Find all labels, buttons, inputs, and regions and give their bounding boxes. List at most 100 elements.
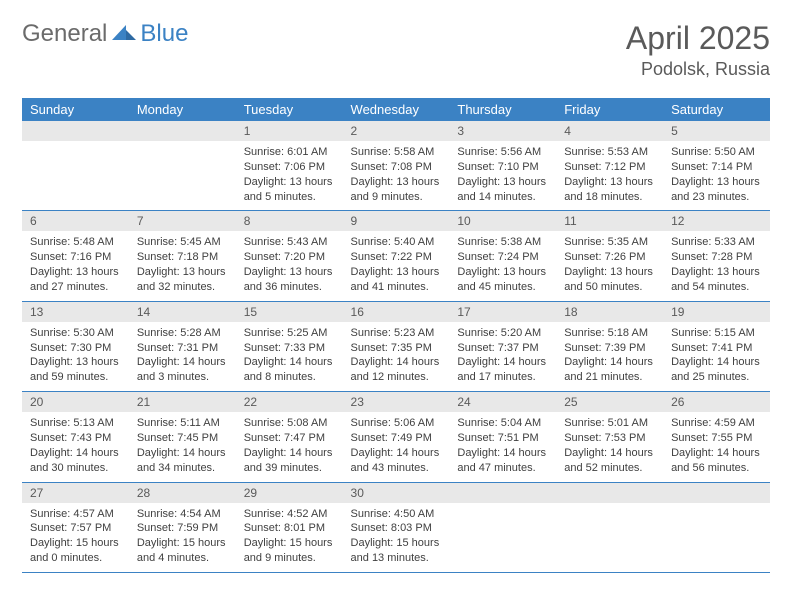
sunrise-line: Sunrise: 5:40 AM (351, 235, 442, 250)
calendar-cell: 18Sunrise: 5:18 AMSunset: 7:39 PMDayligh… (556, 301, 663, 391)
day-content: Sunrise: 5:18 AMSunset: 7:39 PMDaylight:… (556, 322, 663, 391)
day-number-empty (556, 483, 663, 503)
sunrise-line: Sunrise: 5:58 AM (351, 145, 442, 160)
sunrise-line: Sunrise: 5:23 AM (351, 326, 442, 341)
sunset-line: Sunset: 7:20 PM (244, 250, 335, 265)
sunrise-line: Sunrise: 5:01 AM (564, 416, 655, 431)
sunrise-line: Sunrise: 5:15 AM (671, 326, 762, 341)
day-content: Sunrise: 5:28 AMSunset: 7:31 PMDaylight:… (129, 322, 236, 391)
day-number: 29 (236, 483, 343, 503)
day-content: Sunrise: 4:54 AMSunset: 7:59 PMDaylight:… (129, 503, 236, 572)
sunset-line: Sunset: 7:14 PM (671, 160, 762, 175)
day-number: 21 (129, 392, 236, 412)
day-number: 8 (236, 211, 343, 231)
calendar-row: 13Sunrise: 5:30 AMSunset: 7:30 PMDayligh… (22, 301, 770, 391)
daylight-line: Daylight: 13 hours and 32 minutes. (137, 265, 228, 295)
sunrise-line: Sunrise: 5:20 AM (457, 326, 548, 341)
day-content: Sunrise: 5:45 AMSunset: 7:18 PMDaylight:… (129, 231, 236, 300)
sunset-line: Sunset: 7:57 PM (30, 521, 121, 536)
day-number: 2 (343, 121, 450, 141)
calendar-cell: 28Sunrise: 4:54 AMSunset: 7:59 PMDayligh… (129, 482, 236, 572)
day-content: Sunrise: 5:38 AMSunset: 7:24 PMDaylight:… (449, 231, 556, 300)
sunset-line: Sunset: 7:35 PM (351, 341, 442, 356)
calendar-cell: 26Sunrise: 4:59 AMSunset: 7:55 PMDayligh… (663, 392, 770, 482)
day-number: 6 (22, 211, 129, 231)
day-number: 30 (343, 483, 450, 503)
weekday-header: Thursday (449, 98, 556, 121)
daylight-line: Daylight: 13 hours and 50 minutes. (564, 265, 655, 295)
calendar-cell: 16 Sunrise: 5:23 AMSunset: 7:35 PMDayligh… (343, 301, 450, 391)
day-number: 4 (556, 121, 663, 141)
day-number: 16 (343, 302, 450, 322)
calendar-row: 6Sunrise: 5:48 AMSunset: 7:16 PMDaylight… (22, 211, 770, 301)
calendar-cell: 23Sunrise: 5:06 AMSunset: 7:49 PMDayligh… (343, 392, 450, 482)
sunset-line: Sunset: 7:06 PM (244, 160, 335, 175)
day-number: 1 (236, 121, 343, 141)
calendar-cell (449, 482, 556, 572)
sunset-line: Sunset: 7:45 PM (137, 431, 228, 446)
sunrise-line: Sunrise: 6:01 AM (244, 145, 335, 160)
weekday-header: Monday (129, 98, 236, 121)
sunset-line: Sunset: 7:33 PM (244, 341, 335, 356)
day-content: Sunrise: 5:08 AMSunset: 7:47 PMDaylight:… (236, 412, 343, 481)
calendar-cell: 11Sunrise: 5:35 AMSunset: 7:26 PMDayligh… (556, 211, 663, 301)
weekday-header: Saturday (663, 98, 770, 121)
calendar-head: SundayMondayTuesdayWednesdayThursdayFrid… (22, 98, 770, 121)
day-number: 12 (663, 211, 770, 231)
daylight-line: Daylight: 13 hours and 54 minutes. (671, 265, 762, 295)
day-number: 10 (449, 211, 556, 231)
location-label: Podolsk, Russia (626, 59, 770, 80)
calendar-cell: 15Sunrise: 5:25 AMSunset: 7:33 PMDayligh… (236, 301, 343, 391)
sunset-line: Sunset: 7:26 PM (564, 250, 655, 265)
sunset-line: Sunset: 7:24 PM (457, 250, 548, 265)
daylight-line: Daylight: 13 hours and 9 minutes. (351, 175, 442, 205)
sunrise-line: Sunrise: 4:57 AM (30, 507, 121, 522)
sunset-line: Sunset: 7:41 PM (671, 341, 762, 356)
day-number: 28 (129, 483, 236, 503)
sunset-line: Sunset: 7:37 PM (457, 341, 548, 356)
day-number: 26 (663, 392, 770, 412)
daylight-line: Daylight: 14 hours and 30 minutes. (30, 446, 121, 476)
sunrise-line: Sunrise: 5:25 AM (244, 326, 335, 341)
sunrise-line: Sunrise: 5:06 AM (351, 416, 442, 431)
sunset-line: Sunset: 7:51 PM (457, 431, 548, 446)
sunset-line: Sunset: 7:22 PM (351, 250, 442, 265)
day-content: Sunrise: 5:53 AMSunset: 7:12 PMDaylight:… (556, 141, 663, 210)
sunset-line: Sunset: 8:03 PM (351, 521, 442, 536)
calendar-cell: 5Sunrise: 5:50 AMSunset: 7:14 PMDaylight… (663, 121, 770, 211)
sunrise-line: Sunrise: 5:45 AM (137, 235, 228, 250)
day-number: 17 (449, 302, 556, 322)
daylight-line: Daylight: 13 hours and 5 minutes. (244, 175, 335, 205)
day-number: 5 (663, 121, 770, 141)
daylight-line: Daylight: 14 hours and 8 minutes. (244, 355, 335, 385)
logo-text-general: General (22, 20, 107, 48)
logo: General Blue (22, 20, 188, 48)
sunset-line: Sunset: 7:59 PM (137, 521, 228, 536)
daylight-line: Daylight: 14 hours and 39 minutes. (244, 446, 335, 476)
day-number-empty (449, 483, 556, 503)
sunrise-line: Sunrise: 4:59 AM (671, 416, 762, 431)
day-content: Sunrise: 4:57 AMSunset: 7:57 PMDaylight:… (22, 503, 129, 572)
day-content: Sunrise: 5:25 AMSunset: 7:33 PMDaylight:… (236, 322, 343, 391)
daylight-line: Daylight: 14 hours and 12 minutes. (351, 355, 442, 385)
calendar-cell: 12Sunrise: 5:33 AMSunset: 7:28 PMDayligh… (663, 211, 770, 301)
calendar-cell: 17 Sunrise: 5:20 AMSunset: 7:37 PMDayligh… (449, 301, 556, 391)
sunrise-line: Sunrise: 5:35 AM (564, 235, 655, 250)
day-number: 24 (449, 392, 556, 412)
day-content: Sunrise: 5:13 AMSunset: 7:43 PMDaylight:… (22, 412, 129, 481)
daylight-line: Daylight: 13 hours and 36 minutes. (244, 265, 335, 295)
sunrise-line: Sunrise: 5:18 AM (564, 326, 655, 341)
daylight-line: Daylight: 14 hours and 17 minutes. (457, 355, 548, 385)
calendar-body: 1Sunrise: 6:01 AMSunset: 7:06 PMDaylight… (22, 121, 770, 572)
day-number: 13 (22, 302, 129, 322)
day-number-empty (663, 483, 770, 503)
day-number: 7 (129, 211, 236, 231)
calendar-cell: 13Sunrise: 5:30 AMSunset: 7:30 PMDayligh… (22, 301, 129, 391)
calendar-cell: 25Sunrise: 5:01 AMSunset: 7:53 PMDayligh… (556, 392, 663, 482)
day-content: Sunrise: 5:58 AMSunset: 7:08 PMDaylight:… (343, 141, 450, 210)
weekday-header: Tuesday (236, 98, 343, 121)
sunset-line: Sunset: 7:10 PM (457, 160, 548, 175)
weekday-header: Wednesday (343, 98, 450, 121)
month-title: April 2025 (626, 20, 770, 57)
calendar-cell: 3Sunrise: 5:56 AMSunset: 7:10 PMDaylight… (449, 121, 556, 211)
